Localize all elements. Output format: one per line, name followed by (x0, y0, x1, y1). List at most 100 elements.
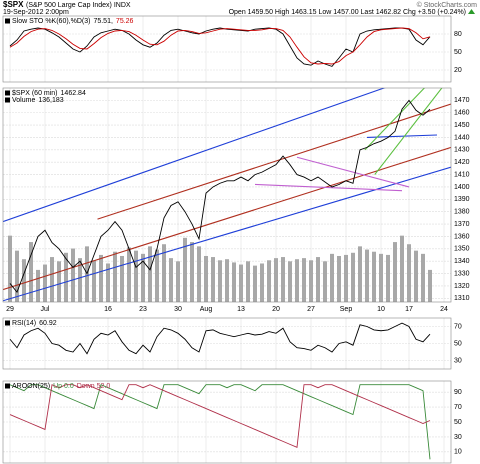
y-tick-label: 50 (454, 340, 462, 347)
volume-bar (162, 244, 166, 302)
volume-bar (127, 247, 131, 302)
panel-frame (2, 15, 452, 83)
volume-bar (414, 250, 418, 302)
series-line (9, 27, 431, 65)
volume-bar (29, 242, 33, 302)
y-tick-label: 80 (454, 31, 462, 38)
volume-bar (253, 265, 257, 302)
volume-bar (316, 257, 320, 302)
y-tick-label: 1390 (454, 196, 470, 203)
volume-bar (183, 237, 187, 302)
x-tick-label: 29 (6, 306, 14, 313)
legend-text: Down 52.0 (77, 383, 111, 390)
legend-text: 60.92 (39, 320, 57, 327)
plot-area (3, 16, 451, 82)
x-tick-label: 27 (307, 306, 315, 313)
plot-area (3, 318, 451, 369)
y-tick-label: 1330 (454, 270, 470, 277)
volume-bar (407, 244, 411, 302)
volume-bar (148, 246, 152, 302)
y-tick-label: 1340 (454, 258, 470, 265)
x-tick-label: 24 (440, 306, 448, 313)
volume-bar (71, 248, 75, 302)
volume-bar (134, 250, 138, 302)
plot-area (3, 381, 451, 463)
legend-text: 1462.84 (61, 90, 86, 97)
y-tick-label: 30 (454, 357, 462, 364)
trendline (296, 156, 410, 188)
legend-text: Slow STO %K(60),%D(3) (12, 18, 90, 25)
y-tick-label: 30 (454, 434, 462, 441)
trendline (3, 146, 451, 291)
legend-text: 75.26 (116, 18, 134, 25)
legend-text: Volume (12, 97, 35, 104)
trendline (3, 88, 386, 223)
y-tick-label: 1350 (454, 246, 470, 253)
volume-bar (92, 260, 96, 302)
trendline (366, 134, 438, 139)
volume-bar (225, 259, 229, 302)
legend-marker (5, 320, 10, 326)
volume-bar (78, 258, 82, 302)
quote: Open 1459.50 High 1463.15 Low 1457.00 La… (229, 9, 466, 16)
volume-bar (365, 249, 369, 302)
volume-bar (372, 251, 376, 302)
x-tick-label: 10 (377, 306, 385, 313)
volume-bar (337, 255, 341, 302)
volume-bar (309, 260, 313, 302)
y-tick-label: 1460 (454, 110, 470, 117)
volume-bar (386, 254, 390, 302)
series-line (9, 99, 431, 293)
symbol-name: (S&P 500 Large Cap Index) INDX (26, 2, 131, 9)
y-tick-label: 1310 (454, 295, 470, 302)
volume-bar (400, 235, 404, 302)
trendline (364, 88, 426, 151)
legend-text: AROON(25) (12, 383, 50, 390)
volume-bar (197, 246, 201, 302)
x-tick-label: 13 (237, 306, 245, 313)
y-tick-label: 1430 (454, 147, 470, 154)
plot-area (3, 88, 451, 302)
volume-bar (323, 261, 327, 302)
legend-marker (5, 97, 10, 103)
x-tick-label: Sep (340, 306, 353, 313)
y-tick-label: 20 (454, 67, 462, 74)
volume-bar (204, 255, 208, 302)
volume-bar (190, 242, 194, 302)
volume-bar (176, 261, 180, 302)
volume-bar (330, 253, 334, 302)
volume-bar (120, 255, 124, 302)
x-tick-label: 17 (405, 306, 413, 313)
volume-bar (141, 253, 145, 302)
legend-marker (5, 383, 10, 389)
y-tick-label: 70 (454, 404, 462, 411)
x-tick-label: Jul (41, 306, 50, 313)
volume-bar (344, 254, 348, 302)
volume-bar (218, 260, 222, 302)
y-tick-label: 50 (454, 419, 462, 426)
volume-bar (379, 253, 383, 302)
volume-bar (358, 246, 362, 302)
y-tick-label: 1450 (454, 122, 470, 129)
panel-frame (2, 87, 452, 303)
watermark: © StockCharts.com (417, 1, 478, 9)
y-tick-label: 1320 (454, 283, 470, 290)
symbol: $SPX (3, 0, 24, 9)
volume-bar (295, 259, 299, 302)
y-tick-label: 1380 (454, 209, 470, 216)
volume-bar (428, 269, 432, 302)
volume-bar (155, 249, 159, 302)
y-tick-label: 10 (454, 449, 462, 456)
legend-text: $SPX (60 min) (12, 90, 58, 97)
legend-text: RSI(14) (12, 320, 36, 327)
legend-text: 75.51, (93, 18, 113, 25)
legend-text: Up 0.0 (53, 383, 74, 390)
y-tick-label: 1360 (454, 233, 470, 240)
volume-bar (36, 269, 40, 302)
x-tick-label: Aug (200, 306, 213, 313)
x-tick-label: 23 (139, 306, 147, 313)
date: 19-Sep-2012 2:00pm (3, 9, 69, 16)
series-line (9, 384, 431, 460)
volume-bar (211, 257, 215, 302)
